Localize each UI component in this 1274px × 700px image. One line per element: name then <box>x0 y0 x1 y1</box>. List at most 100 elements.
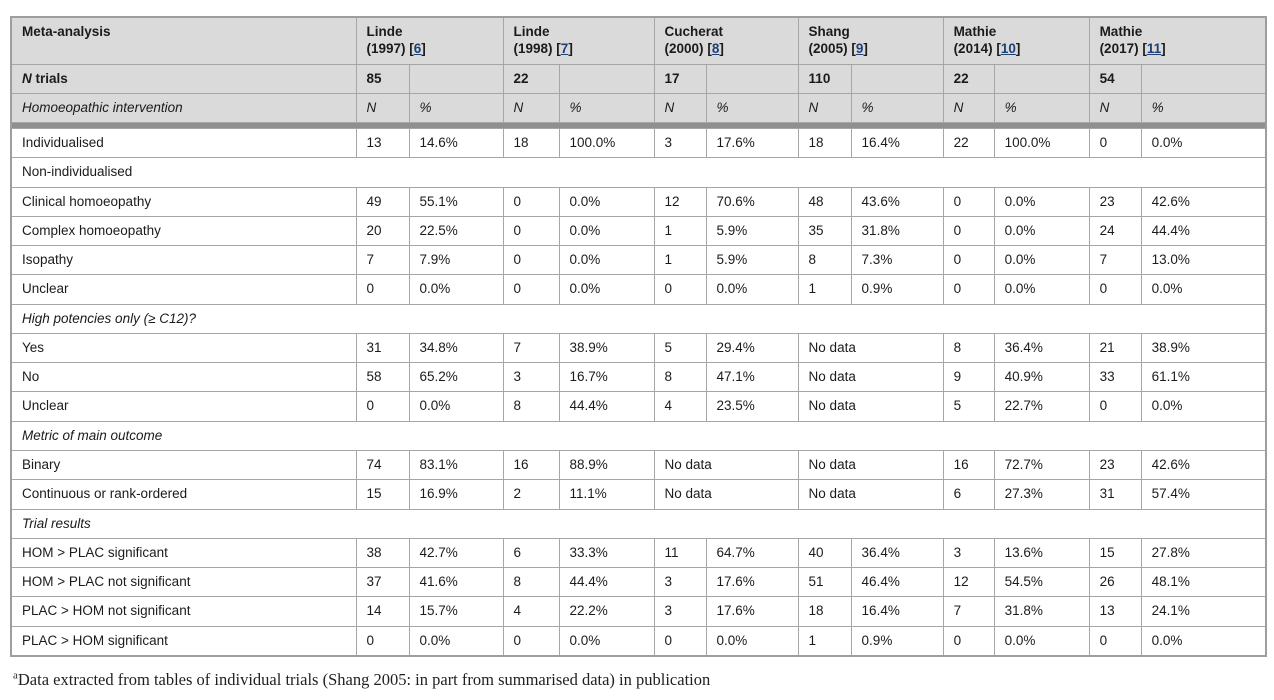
subheader-pct: % <box>408 92 504 124</box>
n-trials-empty-cell <box>1140 63 1267 94</box>
cell-n: 0 <box>1088 274 1142 305</box>
table-row: No 58 65.2% 3 16.7% 8 47.1% No data 9 40.9% 33 61.1… <box>10 362 1267 393</box>
cell-n: 13 <box>1088 596 1142 627</box>
study-name: Shang <box>808 24 850 39</box>
n-trials-prefix: N <box>22 70 32 86</box>
row-label: Continuous or rank-ordered <box>10 479 357 510</box>
cell-n: 16 <box>942 449 995 481</box>
cell-pct: 0.9% <box>850 274 944 305</box>
cell-pct: 16.7% <box>558 362 655 393</box>
cell-no-data: No data <box>653 449 799 481</box>
table-row: HOM > PLAC significant 38 42.7% 6 33.3% 11 64.… <box>10 537 1267 569</box>
cell-n: 18 <box>502 128 560 159</box>
cell-n: 3 <box>653 128 707 159</box>
subheader-n: N <box>797 92 852 124</box>
cell-pct: 22.2% <box>558 596 655 627</box>
cell-pct: 38.9% <box>1140 332 1267 364</box>
cell-n: 0 <box>502 274 560 305</box>
subheader-n: N <box>355 92 410 124</box>
study-name: Cucherat <box>664 24 724 39</box>
cell-n: 7 <box>942 596 995 627</box>
cell-n: 58 <box>355 362 410 393</box>
table-row: Continuous or rank-ordered 15 16.9% 2 11.1% N… <box>10 479 1267 510</box>
cell-pct: 0.0% <box>993 274 1090 305</box>
cell-pct: 0.0% <box>993 215 1090 247</box>
cell-pct: 23.5% <box>705 391 799 422</box>
cell-n: 23 <box>1088 449 1142 481</box>
n-trials-value: 85 <box>355 63 410 94</box>
ref-close-bracket: ] <box>568 41 573 57</box>
table-row: Unclear 0 0.0% 0 0.0% 0 0.0% 1 0.9% 0 0.0% 0 0.0% <box>10 274 1267 305</box>
cell-pct: 36.4% <box>993 332 1090 364</box>
cell-pct: 65.2% <box>408 362 504 393</box>
ref-link[interactable]: 10 <box>1000 41 1016 57</box>
subheader-pct: % <box>1140 92 1267 124</box>
cell-pct: 44.4% <box>1140 215 1267 247</box>
cell-pct: 0.0% <box>1140 128 1267 159</box>
cell-pct: 0.0% <box>558 215 655 247</box>
cell-n: 4 <box>502 596 560 627</box>
n-trials-value: 110 <box>797 63 852 94</box>
cell-pct: 5.9% <box>705 215 799 247</box>
cell-pct: 7.9% <box>408 245 504 276</box>
cell-no-data: No data <box>797 332 944 364</box>
cell-n: 20 <box>355 215 410 247</box>
ref-link[interactable]: 11 <box>1146 41 1162 57</box>
cell-n: 7 <box>355 245 410 276</box>
table-row: PLAC > HOM significant 0 0.0% 0 0.0% 0 0.0% 1 0.… <box>10 625 1267 657</box>
cell-pct: 48.1% <box>1140 567 1267 598</box>
cell-pct: 16.9% <box>408 479 504 510</box>
cell-pct: 27.3% <box>993 479 1090 510</box>
cell-n: 1 <box>653 245 707 276</box>
ref-link[interactable]: 9 <box>855 41 864 57</box>
ref-link[interactable]: 6 <box>413 41 422 57</box>
table-row: PLAC > HOM not significant 14 15.7% 4 22.2% 3… <box>10 596 1267 627</box>
row-label: No <box>10 362 357 393</box>
cell-pct: 38.9% <box>558 332 655 364</box>
column-header-meta-analysis: Meta-analysis <box>10 16 357 65</box>
row-label: Individualised <box>10 128 357 159</box>
cell-n: 3 <box>653 567 707 598</box>
n-trials-rest: trials <box>31 70 68 86</box>
cell-n: 4 <box>653 391 707 422</box>
header-row-n-trials: N trials 85 22 17 110 22 54 <box>10 63 1267 94</box>
cell-n: 9 <box>942 362 995 393</box>
n-trials-value: 22 <box>942 63 995 94</box>
cell-no-data: No data <box>797 479 944 510</box>
table-row: Unclear 0 0.0% 8 44.4% 4 23.5% No data 5 22.7% 0 0.… <box>10 391 1267 422</box>
cell-n: 7 <box>502 332 560 364</box>
row-label: PLAC > HOM significant <box>10 625 357 657</box>
ref-link[interactable]: 8 <box>711 41 720 57</box>
cell-n: 15 <box>355 479 410 510</box>
cell-n: 8 <box>502 391 560 422</box>
ref-close-bracket: ] <box>1015 41 1021 57</box>
cell-n: 0 <box>653 274 707 305</box>
row-label: Complex homoeopathy <box>10 215 357 247</box>
cell-pct: 33.3% <box>558 537 655 569</box>
section-row: High potencies only (≥ C12)? <box>10 303 1267 334</box>
cell-pct: 61.1% <box>1140 362 1267 393</box>
cell-n: 26 <box>1088 567 1142 598</box>
cell-pct: 0.9% <box>850 625 944 657</box>
cell-n: 12 <box>653 186 707 217</box>
cell-pct: 24.1% <box>1140 596 1267 627</box>
ref-link[interactable]: 7 <box>560 41 569 57</box>
table-row: HOM > PLAC not significant 37 41.6% 8 44.4% 3… <box>10 567 1267 598</box>
study-year: (1997) <box>366 41 410 57</box>
cell-no-data: No data <box>797 391 944 422</box>
cell-n: 0 <box>942 625 995 657</box>
cell-n: 0 <box>653 625 707 657</box>
cell-n: 7 <box>1088 245 1142 276</box>
footnote-marker: a <box>13 669 18 682</box>
cell-n: 23 <box>1088 186 1142 217</box>
ref-open-bracket: [ <box>707 41 712 57</box>
cell-pct: 55.1% <box>408 186 504 217</box>
cell-pct: 27.8% <box>1140 537 1267 569</box>
column-header-study: Shang (2005) [9] <box>797 16 944 65</box>
cell-n: 8 <box>653 362 707 393</box>
study-year: (2000) <box>664 41 708 57</box>
study-name: Linde <box>366 24 403 39</box>
header-row-intervention: Homoeopathic intervention N% N% N% N% N% N% <box>10 92 1267 124</box>
cell-n: 18 <box>797 596 852 627</box>
